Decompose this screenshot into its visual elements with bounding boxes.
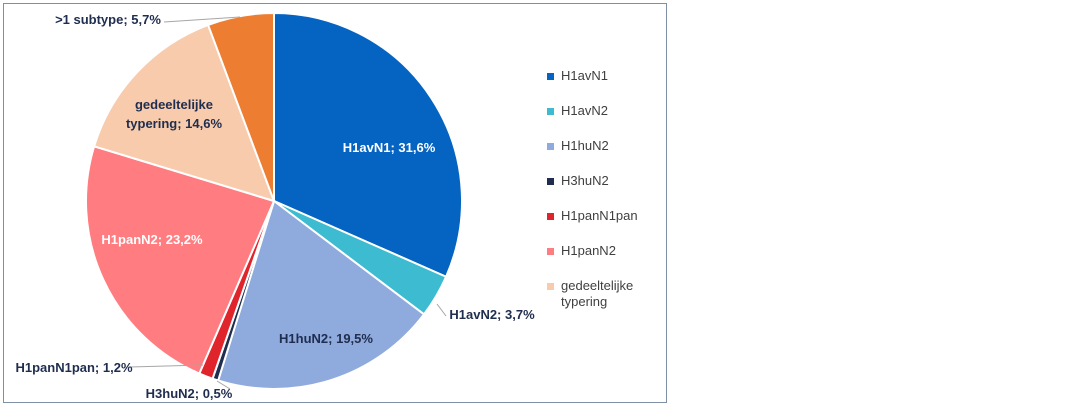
data-label-gedeeltelijke-typering: gedeeltelijke typering; 14,6% [126,97,223,131]
data-label-h1pann1pan: H1panN1pan; 1,2% [15,360,132,375]
pie-slice-gedeeltelijke-typering [92,23,276,203]
legend-item-h1pann2: H1panN2 [547,243,671,259]
legend-swatch [547,73,554,80]
pie-slice-1-subtype [206,11,275,202]
data-label-h1avn1: H1avN1; 31,6% [343,140,436,155]
legend-item-h3hun2: H3huN2 [547,173,671,189]
pie-slice-h1avn1 [273,11,464,279]
legend-swatch [547,248,554,255]
legend-swatch [547,143,554,150]
leader-line-1-subtype [163,16,241,23]
data-label-h1avn2: H1avN2; 3,7% [449,307,535,322]
pie-slice-h1pann2 [85,145,276,375]
legend-label: H1avN1 [561,68,608,83]
legend-item-h1avn1: H1avN1 [547,68,671,84]
chart-frame: H1avN1; 31,6% H1avN2; 3,7% H1huN2; 19,5% H3… [3,3,667,403]
leader-line-h1avn2 [436,303,447,317]
legend-item-h1pann1pan: H1panN1pan [547,208,671,224]
legend-swatch [547,213,554,220]
data-label-h1pann2: H1panN2; 23,2% [101,232,203,247]
leader-line-h1pann1pan [129,364,204,368]
data-label-1-subtype: >1 subtype; 5,7% [55,12,161,27]
pie-chart: H1avN1; 31,6% H1avN2; 3,7% H1huN2; 19,5% H3… [15,11,535,401]
legend-label: H1panN1pan [561,208,638,223]
data-label-h1hun2: H1huN2; 19,5% [279,331,373,346]
legend-label: H3huN2 [561,173,609,188]
pie-slice-h1hun2 [216,199,426,390]
legend: H1avN1 H1avN2 H1huN2 H3huN2 H1panN1pan H1panN… [547,68,671,310]
legend-label: H1avN2 [561,103,608,118]
legend-item-h1hun2: H1huN2 [547,138,671,154]
legend-item-h1avn2: H1avN2 [547,103,671,119]
legend-label: H1huN2 [561,138,609,153]
legend-label: gedeeltelijke typering [561,278,634,309]
legend-swatch [547,108,554,115]
legend-swatch [547,178,554,185]
legend-label: H1panN2 [561,243,616,258]
legend-swatch [547,283,554,290]
leader-line-h3hun2 [216,380,231,390]
legend-item-gedeeltelijke-typering: gedeeltelijke typering [547,278,671,310]
data-label-h3hun2: H3huN2; 0,5% [146,386,233,401]
